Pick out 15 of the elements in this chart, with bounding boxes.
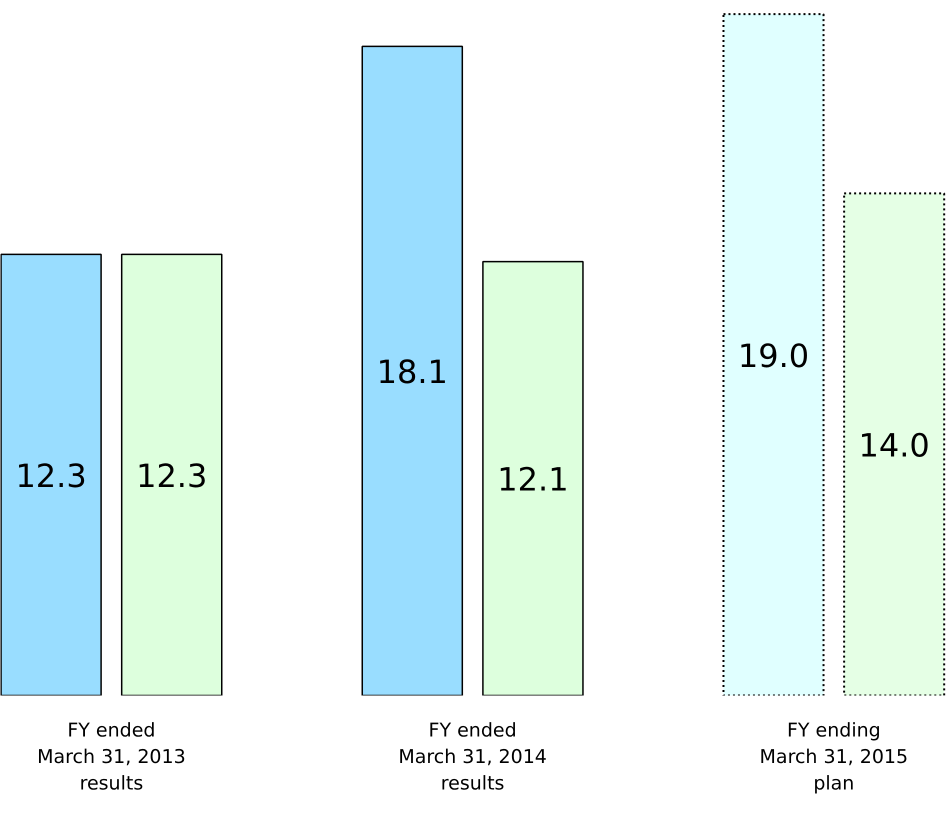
data-label: 18.1 bbox=[376, 352, 448, 391]
data-label: 12.1 bbox=[497, 460, 569, 499]
bar bbox=[482, 260, 584, 696]
bar bbox=[843, 192, 946, 696]
x-tick-label: FY ended March 31, 2013 results bbox=[37, 720, 186, 794]
bar bbox=[362, 46, 464, 696]
bar bbox=[0, 254, 102, 696]
data-label: 12.3 bbox=[136, 456, 208, 495]
bar bbox=[120, 254, 222, 696]
x-tick-label: FY ended March 31, 2014 results bbox=[398, 720, 547, 794]
data-label: 14.0 bbox=[858, 426, 930, 464]
bar bbox=[722, 13, 825, 696]
data-label: 19.0 bbox=[738, 336, 810, 375]
x-tick-label: FY ending March 31, 2015 plan bbox=[760, 720, 908, 794]
data-label: 12.3 bbox=[15, 456, 87, 495]
